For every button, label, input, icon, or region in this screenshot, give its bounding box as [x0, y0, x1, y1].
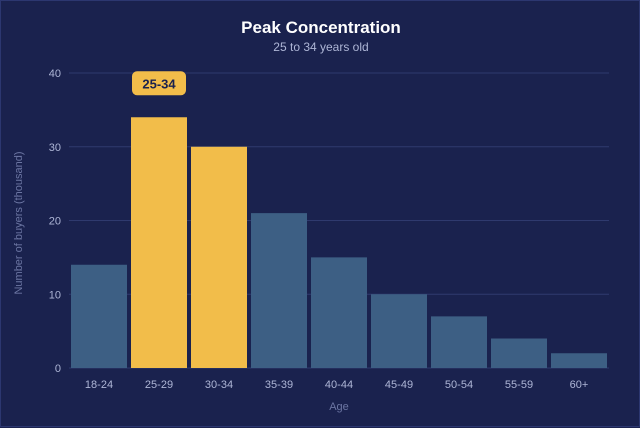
x-tick-label: 25-29 — [145, 379, 173, 391]
bar-35-39 — [251, 213, 307, 368]
bar-45-49 — [371, 294, 427, 368]
bar-25-29 — [131, 117, 187, 368]
bar-40-44 — [311, 257, 367, 368]
bar-50-54 — [431, 316, 487, 368]
y-axis-label: Number of buyers (thousand) — [13, 151, 25, 294]
y-axis-ticks: 0 10 20 30 40 — [49, 68, 61, 375]
y-tick-label: 20 — [49, 216, 61, 228]
x-tick-label: 60+ — [570, 379, 589, 391]
x-tick-label: 30-34 — [205, 379, 233, 391]
annotation-badge — [132, 71, 186, 96]
annotation-label: 25-34 — [142, 76, 176, 91]
x-tick-label: 50-54 — [445, 379, 473, 391]
chart-title: Peak Concentration — [241, 18, 401, 37]
bar-30-34 — [191, 146, 247, 368]
y-tick-label: 0 — [55, 363, 61, 375]
x-tick-label: 45-49 — [385, 379, 413, 391]
annotation: 25-34 — [132, 71, 186, 96]
x-tick-label: 35-39 — [265, 379, 293, 391]
x-tick-label: 55-59 — [505, 379, 533, 391]
bar-55-59 — [491, 338, 547, 368]
x-axis-label: Age — [329, 401, 349, 413]
chart-subtitle: 25 to 34 years old — [273, 40, 368, 54]
y-tick-label: 30 — [49, 142, 61, 154]
y-tick-label: 40 — [49, 68, 61, 80]
y-tick-label: 10 — [49, 289, 61, 301]
x-tick-label: 40-44 — [325, 379, 353, 391]
bars — [71, 117, 607, 368]
bar-18-24 — [71, 264, 127, 368]
x-tick-label: 18-24 — [85, 379, 113, 391]
bar-60+ — [551, 353, 607, 368]
x-axis-ticks: 18-24 25-29 30-34 35-39 40-44 45-49 50-54 55-59… — [85, 379, 588, 391]
